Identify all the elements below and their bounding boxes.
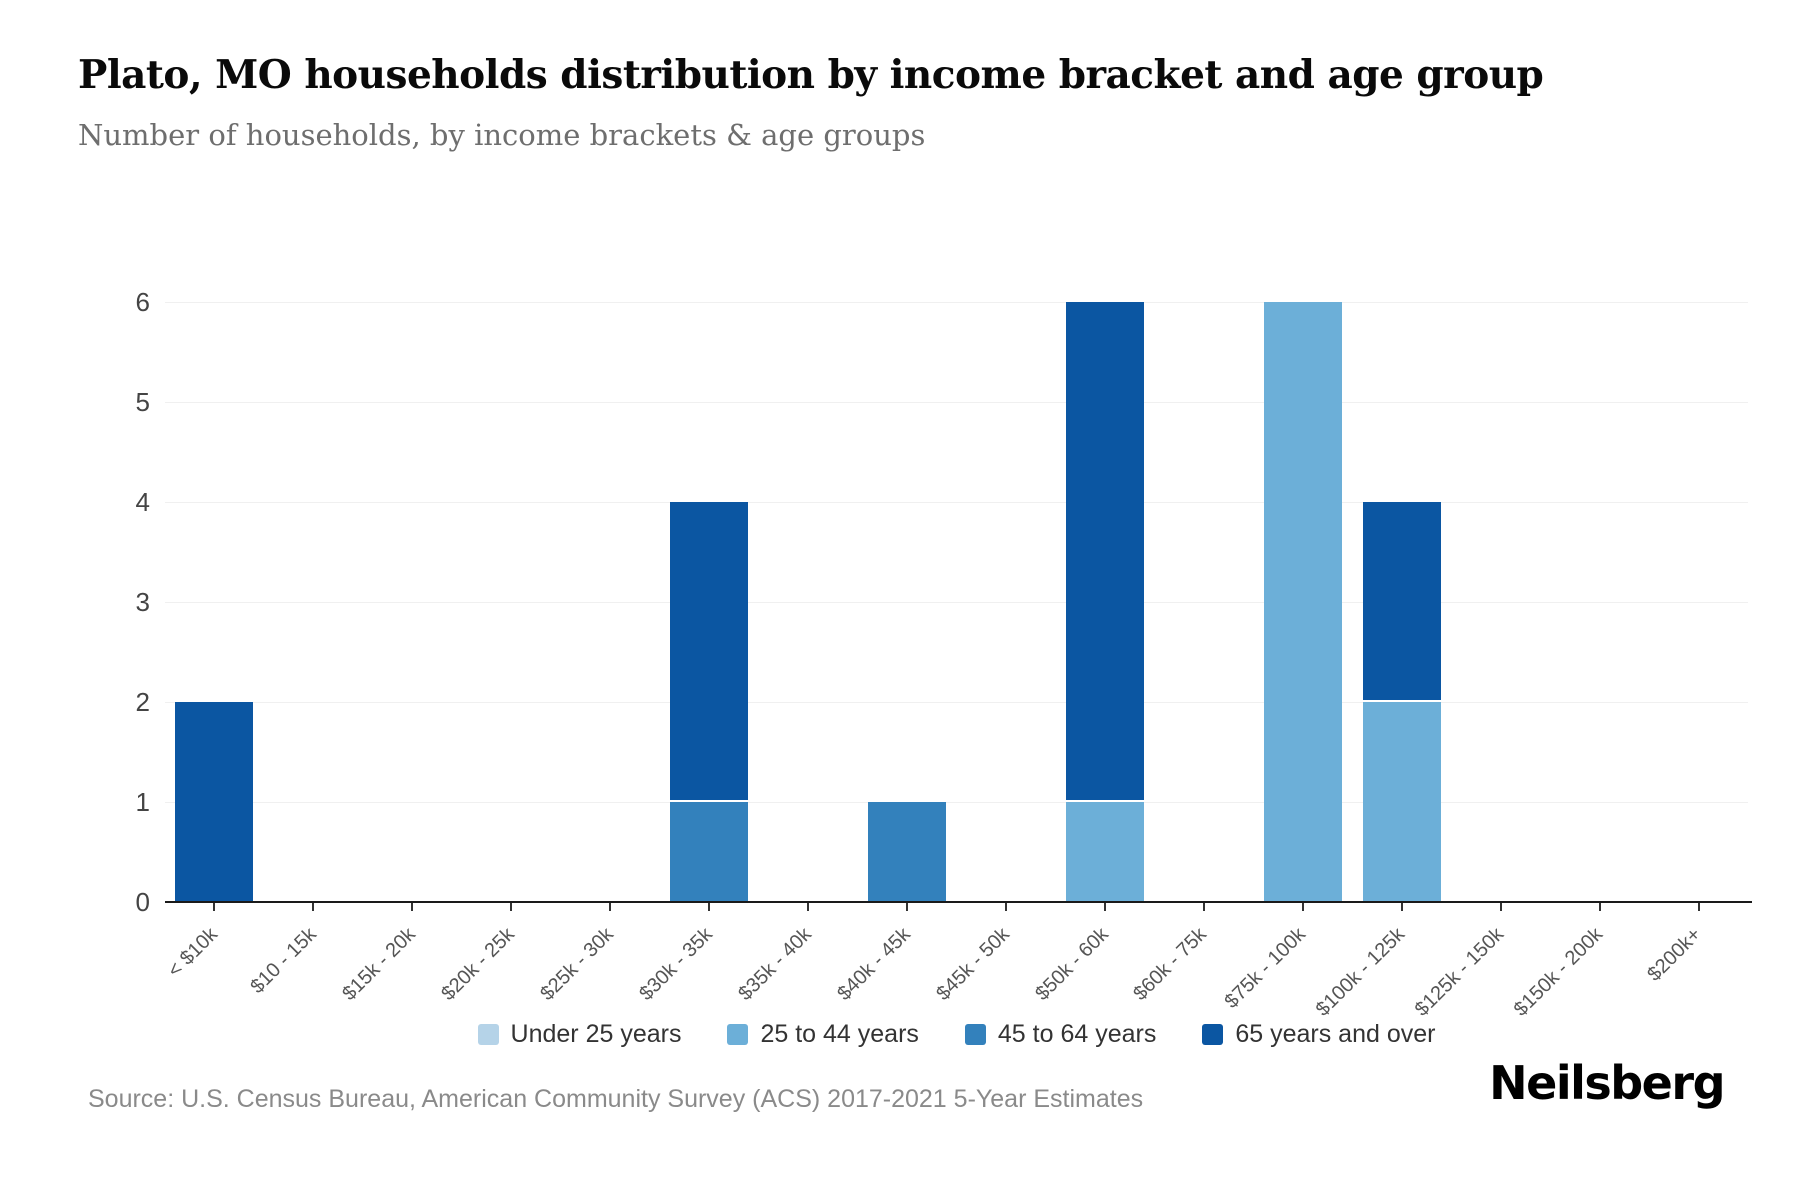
x-axis-tick-label-text: $75k - 100k	[1220, 923, 1311, 1013]
y-axis-tick-label: 2	[135, 687, 150, 717]
y-axis-tick-label: 5	[135, 387, 150, 417]
x-axis-tick	[1697, 903, 1700, 911]
x-axis-tick-label-text: $40k - 45k	[832, 923, 915, 1005]
legend-label: 25 to 44 years	[760, 1020, 919, 1048]
x-axis-tick	[1004, 903, 1007, 911]
x-axis-tick-label-text: $125k - 150k	[1410, 923, 1509, 1021]
legend-label: 45 to 64 years	[997, 1020, 1157, 1048]
legend-label: 65 years and over	[1235, 1020, 1436, 1048]
x-axis-tick	[708, 903, 711, 911]
y-axis-tick-label: 0	[135, 887, 150, 917]
bar-segment	[1065, 802, 1144, 902]
x-axis-tick	[510, 903, 513, 911]
x-axis-tick	[1598, 903, 1601, 911]
x-axis-tick	[213, 903, 216, 911]
source-note: Source: U.S. Census Bureau, American Com…	[88, 1085, 1144, 1113]
bar-segment	[1362, 702, 1441, 902]
bar-segment	[670, 802, 749, 902]
legend-swatch	[1202, 1024, 1224, 1045]
x-axis-tick	[609, 903, 612, 911]
gridline	[165, 802, 1748, 803]
bar-segment	[868, 802, 947, 902]
x-axis-tick	[1499, 903, 1502, 911]
x-axis-tick-label-text: $60k - 75k	[1129, 923, 1212, 1005]
x-axis-tick-label-text: $45k - 50k	[931, 923, 1014, 1005]
x-axis-tick-label-text: $10 - 15k	[246, 923, 321, 998]
x-axis-tick	[1400, 903, 1403, 911]
bar-segment	[670, 502, 749, 802]
x-axis-tick-label-text: $200k+	[1643, 923, 1706, 986]
bar-segment	[1263, 302, 1342, 902]
x-axis-line	[165, 901, 1752, 903]
x-axis-tick-label-text: $35k - 40k	[733, 923, 816, 1005]
x-axis-tick-label-text: $100k - 125k	[1311, 923, 1410, 1021]
gridline	[165, 302, 1748, 303]
legend-swatch	[477, 1024, 499, 1045]
legend-swatch	[964, 1024, 986, 1045]
x-axis-tick-label-text: < $10k	[163, 923, 222, 982]
legend-item: 25 to 44 years	[727, 1020, 919, 1049]
x-axis-tick-label-text: $30k - 35k	[634, 923, 717, 1005]
chart-title: Plato, MO households distribution by inc…	[78, 52, 1544, 98]
y-axis-tick-label: 3	[135, 587, 150, 617]
x-axis-tick	[411, 903, 414, 911]
x-axis-tick-label-text: $25k - 30k	[536, 923, 618, 1005]
chart-subtitle: Number of households, by income brackets…	[78, 118, 926, 152]
gridline	[165, 702, 1748, 703]
bar-segment	[175, 702, 254, 902]
x-axis-tick	[906, 903, 909, 911]
x-axis-tick	[1103, 903, 1106, 911]
x-axis-tick-label-text: $150k - 200k	[1509, 923, 1608, 1021]
legend-label: Under 25 years	[510, 1020, 682, 1048]
y-axis-tick-label: 6	[135, 287, 150, 317]
legend-item: 45 to 64 years	[964, 1020, 1157, 1049]
legend-swatch	[727, 1024, 749, 1045]
x-axis-tick	[1301, 903, 1304, 911]
x-axis-tick-label-text: $50k - 60k	[1030, 923, 1113, 1005]
legend-item: Under 25 years	[477, 1020, 682, 1049]
legend-item: 65 years and over	[1202, 1020, 1435, 1049]
y-axis-tick-label: 4	[135, 487, 150, 517]
x-axis-tick	[1202, 903, 1205, 911]
gridline	[165, 502, 1748, 503]
gridline	[165, 402, 1748, 403]
legend: Under 25 years 25 to 44 years 45 to 64 yea…	[165, 1020, 1748, 1049]
bar-segment	[1362, 502, 1441, 702]
x-axis-tick-label-text: $20k - 25k	[437, 923, 519, 1005]
y-axis-tick-label: 1	[135, 787, 150, 817]
x-axis-tick	[807, 903, 810, 911]
x-axis-tick-label-text: $15k - 20k	[338, 923, 420, 1005]
brand-logo: Neilsberg	[1489, 1056, 1725, 1110]
bar-segment	[1065, 302, 1144, 802]
gridline	[165, 602, 1748, 603]
x-axis-tick	[312, 903, 315, 911]
